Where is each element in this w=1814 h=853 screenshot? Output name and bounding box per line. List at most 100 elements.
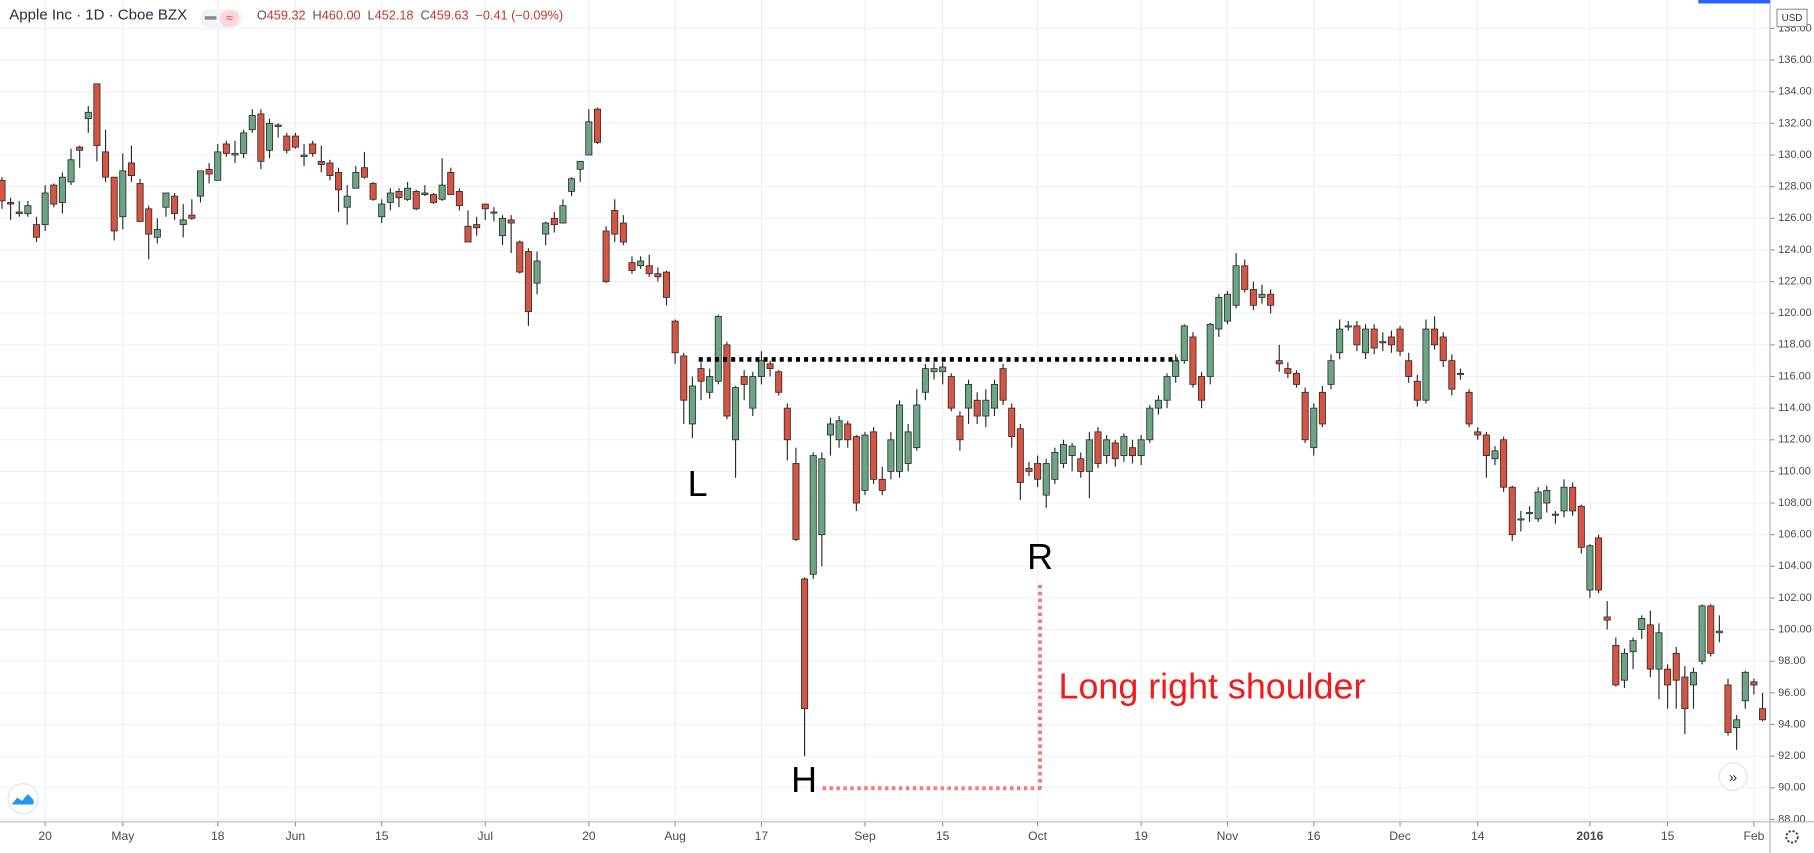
candle-body <box>542 222 550 235</box>
scroll-button[interactable] <box>1718 762 1748 792</box>
candle-body <box>41 192 49 226</box>
candle-body <box>1034 463 1042 480</box>
candle-body <box>352 172 360 189</box>
candle-body <box>1025 467 1033 472</box>
annotation-right: R <box>1027 537 1053 577</box>
candle-body <box>1405 360 1413 377</box>
ohlc-key: H <box>313 8 322 23</box>
scroll-indicator <box>1698 0 1771 4</box>
candle-body <box>335 172 343 191</box>
x-tick-label: 15 <box>375 829 389 843</box>
candle-body <box>887 439 895 472</box>
candle-body <box>274 124 282 127</box>
candle-body <box>1456 372 1464 375</box>
candle-body <box>1353 325 1361 346</box>
candle-body <box>1517 518 1525 521</box>
settings-button[interactable] <box>1785 830 1799 844</box>
candle-body <box>490 211 498 214</box>
candle-body <box>930 368 938 373</box>
candle-body <box>317 160 325 165</box>
candle-body <box>1370 328 1378 349</box>
x-tick-label: 14 <box>1471 829 1485 843</box>
candle-body <box>680 355 688 401</box>
candle-body <box>1586 545 1594 591</box>
candle-body <box>757 360 765 377</box>
candle-body <box>1526 512 1534 515</box>
ohlc-value: 459.32 <box>267 8 306 23</box>
candle-body <box>1042 463 1050 496</box>
x-tick-label: 18 <box>211 829 225 843</box>
candle-body <box>1569 486 1577 512</box>
candle-body <box>1396 328 1404 352</box>
candle-body <box>1232 265 1240 306</box>
candle-body <box>1664 668 1672 686</box>
currency-box[interactable] <box>1776 8 1808 28</box>
candle-body <box>1267 293 1275 306</box>
y-tick-label: 100.00 <box>1778 624 1812 636</box>
candle-body <box>878 478 886 491</box>
candle-body <box>775 371 783 393</box>
candle-body <box>1715 630 1723 634</box>
candle-body <box>619 222 627 243</box>
candle-body <box>378 203 386 218</box>
candle-body <box>809 455 817 575</box>
candle-body <box>921 368 929 393</box>
y-tick-label: 104.00 <box>1778 560 1812 572</box>
x-tick-label: 20 <box>38 829 52 843</box>
candle-body <box>257 113 265 162</box>
candle-body <box>429 194 438 203</box>
candle-body <box>1560 486 1568 512</box>
candle-body <box>1638 618 1646 630</box>
candle-body <box>1103 439 1111 456</box>
x-tick-label: Oct <box>1028 829 1048 843</box>
y-tick-label: 110.00 <box>1778 465 1811 477</box>
candle-body <box>76 146 84 151</box>
candle-body <box>1439 336 1447 362</box>
candle-body <box>999 368 1007 401</box>
candle-body <box>291 135 299 148</box>
candle-body <box>973 399 981 417</box>
candle-body <box>248 115 256 131</box>
candle-body <box>1724 684 1732 733</box>
candle-body <box>438 184 446 200</box>
y-tick-label: 96.00 <box>1778 687 1805 699</box>
annotation-head: H <box>791 760 817 800</box>
candle-body <box>127 162 135 176</box>
logo-icon <box>11 794 34 805</box>
candle-body <box>783 407 791 441</box>
candle-body <box>1137 439 1145 456</box>
candle-body <box>1448 360 1456 390</box>
candle-body <box>1146 407 1154 441</box>
candle-body <box>1500 439 1508 488</box>
candle-body <box>1258 293 1266 298</box>
candle-body <box>1344 325 1352 328</box>
candle-body <box>1215 296 1223 330</box>
candle-body <box>533 260 541 284</box>
candle-body <box>913 404 921 449</box>
candle-body <box>283 135 291 151</box>
candle-body <box>1206 323 1214 377</box>
candle-body <box>67 159 75 183</box>
candle-body <box>645 265 653 275</box>
currency-label: USD <box>1782 13 1803 24</box>
candle-body <box>421 192 429 195</box>
toggle-active[interactable] <box>219 10 240 27</box>
candle-body <box>1362 328 1370 354</box>
annotation-note: Long right shoulder <box>1059 666 1366 706</box>
candle-body <box>1655 632 1663 670</box>
candle-body <box>559 205 567 224</box>
candle-body <box>1129 447 1137 456</box>
candle-body <box>706 376 714 393</box>
candle-body <box>231 153 239 156</box>
candle-body <box>576 160 584 170</box>
y-tick-label: 116.00 <box>1778 370 1811 382</box>
x-tick-label: Nov <box>1217 829 1240 843</box>
candle-body <box>386 192 394 203</box>
logo-button[interactable] <box>7 783 39 815</box>
candle-body <box>896 404 904 472</box>
ohlc-value: 459.63 <box>430 8 469 23</box>
candle-body <box>1431 328 1439 346</box>
y-tick-label: 112.00 <box>1778 434 1811 446</box>
candle-body <box>593 108 601 143</box>
candle-body <box>965 383 973 409</box>
